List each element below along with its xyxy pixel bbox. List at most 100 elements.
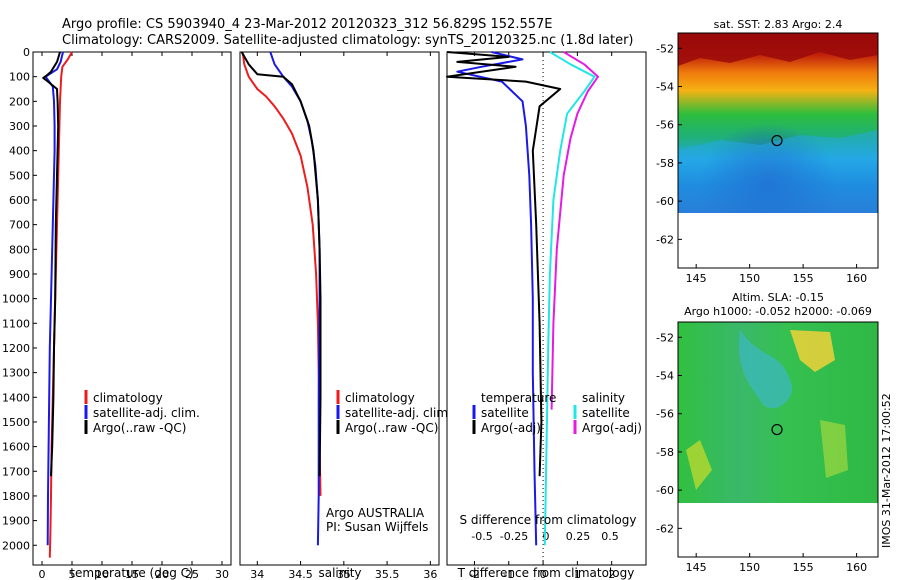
depth-tick-label: 300 bbox=[9, 120, 30, 133]
lat-tick-label: -52 bbox=[656, 331, 674, 344]
platform-annotation: Argo AUSTRALIA bbox=[326, 506, 425, 520]
lon-tick-label: 150 bbox=[739, 272, 760, 285]
depth-tick-label: 1500 bbox=[2, 416, 30, 429]
difference-panel: -2 -1 0 1 2 -0.5 -0.25 0 0.25 0.5 T difference f… bbox=[446, 51, 647, 580]
legend-label-climatology: climatology bbox=[345, 391, 415, 405]
depth-tick-label: 900 bbox=[9, 268, 30, 281]
s-diff-tick-label: 0.25 bbox=[566, 530, 591, 543]
depth-tick-labels: 0 100 200 300 400 500 600 700 800 900 1000 1100 1200… bbox=[2, 46, 37, 552]
lat-tick-label: -54 bbox=[656, 369, 674, 382]
legend-label-satellite: satellite-adj. clim. bbox=[93, 406, 200, 420]
depth-tick-label: 1900 bbox=[2, 515, 30, 528]
argo-location-marker bbox=[771, 134, 783, 147]
x-tick-label: 10 bbox=[95, 568, 109, 580]
x-tick-label: 36 bbox=[423, 568, 437, 580]
s-difference-xlabel: S difference from climatology bbox=[460, 513, 637, 527]
x-tick-label: 34.5 bbox=[288, 568, 313, 580]
temperature-xlabel: temperature (deg C) bbox=[70, 566, 193, 580]
lat-tick-label: -58 bbox=[656, 446, 674, 459]
legend-title-salinity: salinity bbox=[582, 391, 625, 405]
lon-tick-label: 160 bbox=[846, 561, 867, 574]
argo-location-marker bbox=[771, 423, 783, 436]
x-tick-label: 25 bbox=[185, 568, 199, 580]
depth-tick-label: 1600 bbox=[2, 441, 30, 454]
x-tick-label: 0 bbox=[39, 568, 46, 580]
s-diff-tick-label: -0.5 bbox=[471, 530, 492, 543]
series-line-argo-adj bbox=[550, 51, 599, 410]
lat-tick-label: -60 bbox=[656, 195, 674, 208]
x-tick-label: 15 bbox=[125, 568, 139, 580]
legend-label-climatology: climatology bbox=[93, 391, 163, 405]
sst-cool-band bbox=[678, 130, 878, 213]
x-tick-label: 35 bbox=[337, 568, 351, 580]
x-tick-label: 20 bbox=[155, 568, 169, 580]
legend-label-satellite: satellite-adj. clim. bbox=[345, 406, 452, 420]
sla-map-panel: Altim. SLA: -0.15 Argo h1000: -0.052 h20… bbox=[656, 291, 879, 574]
temperature-series bbox=[42, 51, 73, 558]
salinity-panel: 34 34.5 35 35.5 36 salinity climatology sate… bbox=[239, 51, 452, 580]
s-difference-tick-labels: -0.5 -0.25 0 0.25 0.5 bbox=[471, 530, 618, 543]
s-diff-tick-label: 0.5 bbox=[601, 530, 619, 543]
temperature-panel: 0100200300400500600700800900100011001200… bbox=[2, 46, 232, 580]
lat-tick-label: -52 bbox=[656, 42, 674, 55]
lat-tick-label: -56 bbox=[656, 408, 674, 421]
header-line-2: Climatology: CARS2009. Satellite-adjuste… bbox=[62, 33, 634, 48]
temperature-axes-box bbox=[32, 51, 232, 566]
salinity-legend: climatology satellite-adj. clim. Argo(..… bbox=[336, 390, 452, 435]
series-line-satellite bbox=[456, 51, 538, 546]
legend-label-s-argo: Argo(-adj) bbox=[582, 421, 642, 435]
sst-map-title: sat. SST: 2.83 Argo: 2.4 bbox=[714, 18, 843, 31]
depth-tick-label: 700 bbox=[9, 219, 30, 232]
sla-low-patch bbox=[739, 330, 793, 409]
x-tick-label: 34 bbox=[250, 568, 264, 580]
sst-warm-band bbox=[678, 33, 878, 66]
t-difference-xlabel: T difference from climatology bbox=[457, 566, 635, 580]
depth-tick-label: 1000 bbox=[2, 293, 30, 306]
series-line-argo-raw-qc bbox=[240, 51, 322, 477]
series-line-satellite bbox=[543, 51, 596, 546]
sla-map-subtitle: Argo h1000: -0.052 h2000: -0.069 bbox=[684, 305, 872, 318]
sst-axes-box bbox=[677, 32, 879, 269]
temperature-tick-labels: 0 5 10 15 20 25 30 bbox=[39, 52, 229, 580]
pi-annotation: PI: Susan Wijffels bbox=[326, 520, 428, 534]
s-diff-tick-label: -0.25 bbox=[500, 530, 528, 543]
temperature-legend: climatology satellite-adj. clim. Argo(..… bbox=[84, 390, 200, 435]
x-tick-label: 2 bbox=[608, 568, 615, 580]
lat-tick-label: -56 bbox=[656, 119, 674, 132]
lat-tick-label: -62 bbox=[656, 522, 674, 535]
s-diff-tick-label: 0 bbox=[543, 530, 550, 543]
x-tick-label: -2 bbox=[469, 568, 480, 580]
depth-tick-label: 1400 bbox=[2, 391, 30, 404]
depth-tick-label: 1700 bbox=[2, 465, 30, 478]
salinity-tick-labels: 34 34.5 35 35.5 36 bbox=[250, 52, 437, 580]
lon-tick-label: 155 bbox=[793, 272, 814, 285]
lon-tick-label: 160 bbox=[846, 272, 867, 285]
lat-tick-label: -54 bbox=[656, 80, 674, 93]
salinity-series bbox=[240, 51, 322, 546]
x-tick-label: 0 bbox=[540, 568, 547, 580]
depth-tick-label: 400 bbox=[9, 145, 30, 158]
sla-high-patch-3 bbox=[820, 420, 848, 478]
sst-tick-labels: 145 150 155 160 -52 -54 -56 -58 -60 -62 bbox=[656, 42, 867, 285]
depth-tick-label: 1300 bbox=[2, 367, 30, 380]
difference-legend: temperature salinity satellite Argo(-adj… bbox=[472, 391, 642, 435]
sla-field bbox=[678, 322, 878, 503]
legend-label-t-argo: Argo(-adj) bbox=[481, 421, 541, 435]
lat-tick-label: -60 bbox=[656, 484, 674, 497]
lon-tick-label: 145 bbox=[686, 272, 707, 285]
header-line-1: Argo profile: CS 5903940_4 23-Mar-2012 2… bbox=[62, 17, 552, 32]
sla-map-title: Altim. SLA: -0.15 bbox=[732, 291, 824, 304]
depth-tick-label: 1800 bbox=[2, 490, 30, 503]
lon-tick-label: 155 bbox=[793, 561, 814, 574]
depth-tick-label: 500 bbox=[9, 169, 30, 182]
sla-high-patch bbox=[790, 330, 835, 372]
legend-label-s-satellite: satellite bbox=[582, 406, 630, 420]
legend-label-argo: Argo(..raw -QC) bbox=[345, 421, 438, 435]
lon-tick-label: 145 bbox=[686, 561, 707, 574]
depth-tick-label: 1200 bbox=[2, 342, 30, 355]
x-tick-label: 1 bbox=[574, 568, 581, 580]
depth-tick-label: 0 bbox=[23, 46, 30, 59]
sst-map-panel: sat. SST: 2.83 Argo: 2.4 145 150 155 160 -52… bbox=[656, 18, 879, 285]
legend-title-temperature: temperature bbox=[481, 391, 556, 405]
